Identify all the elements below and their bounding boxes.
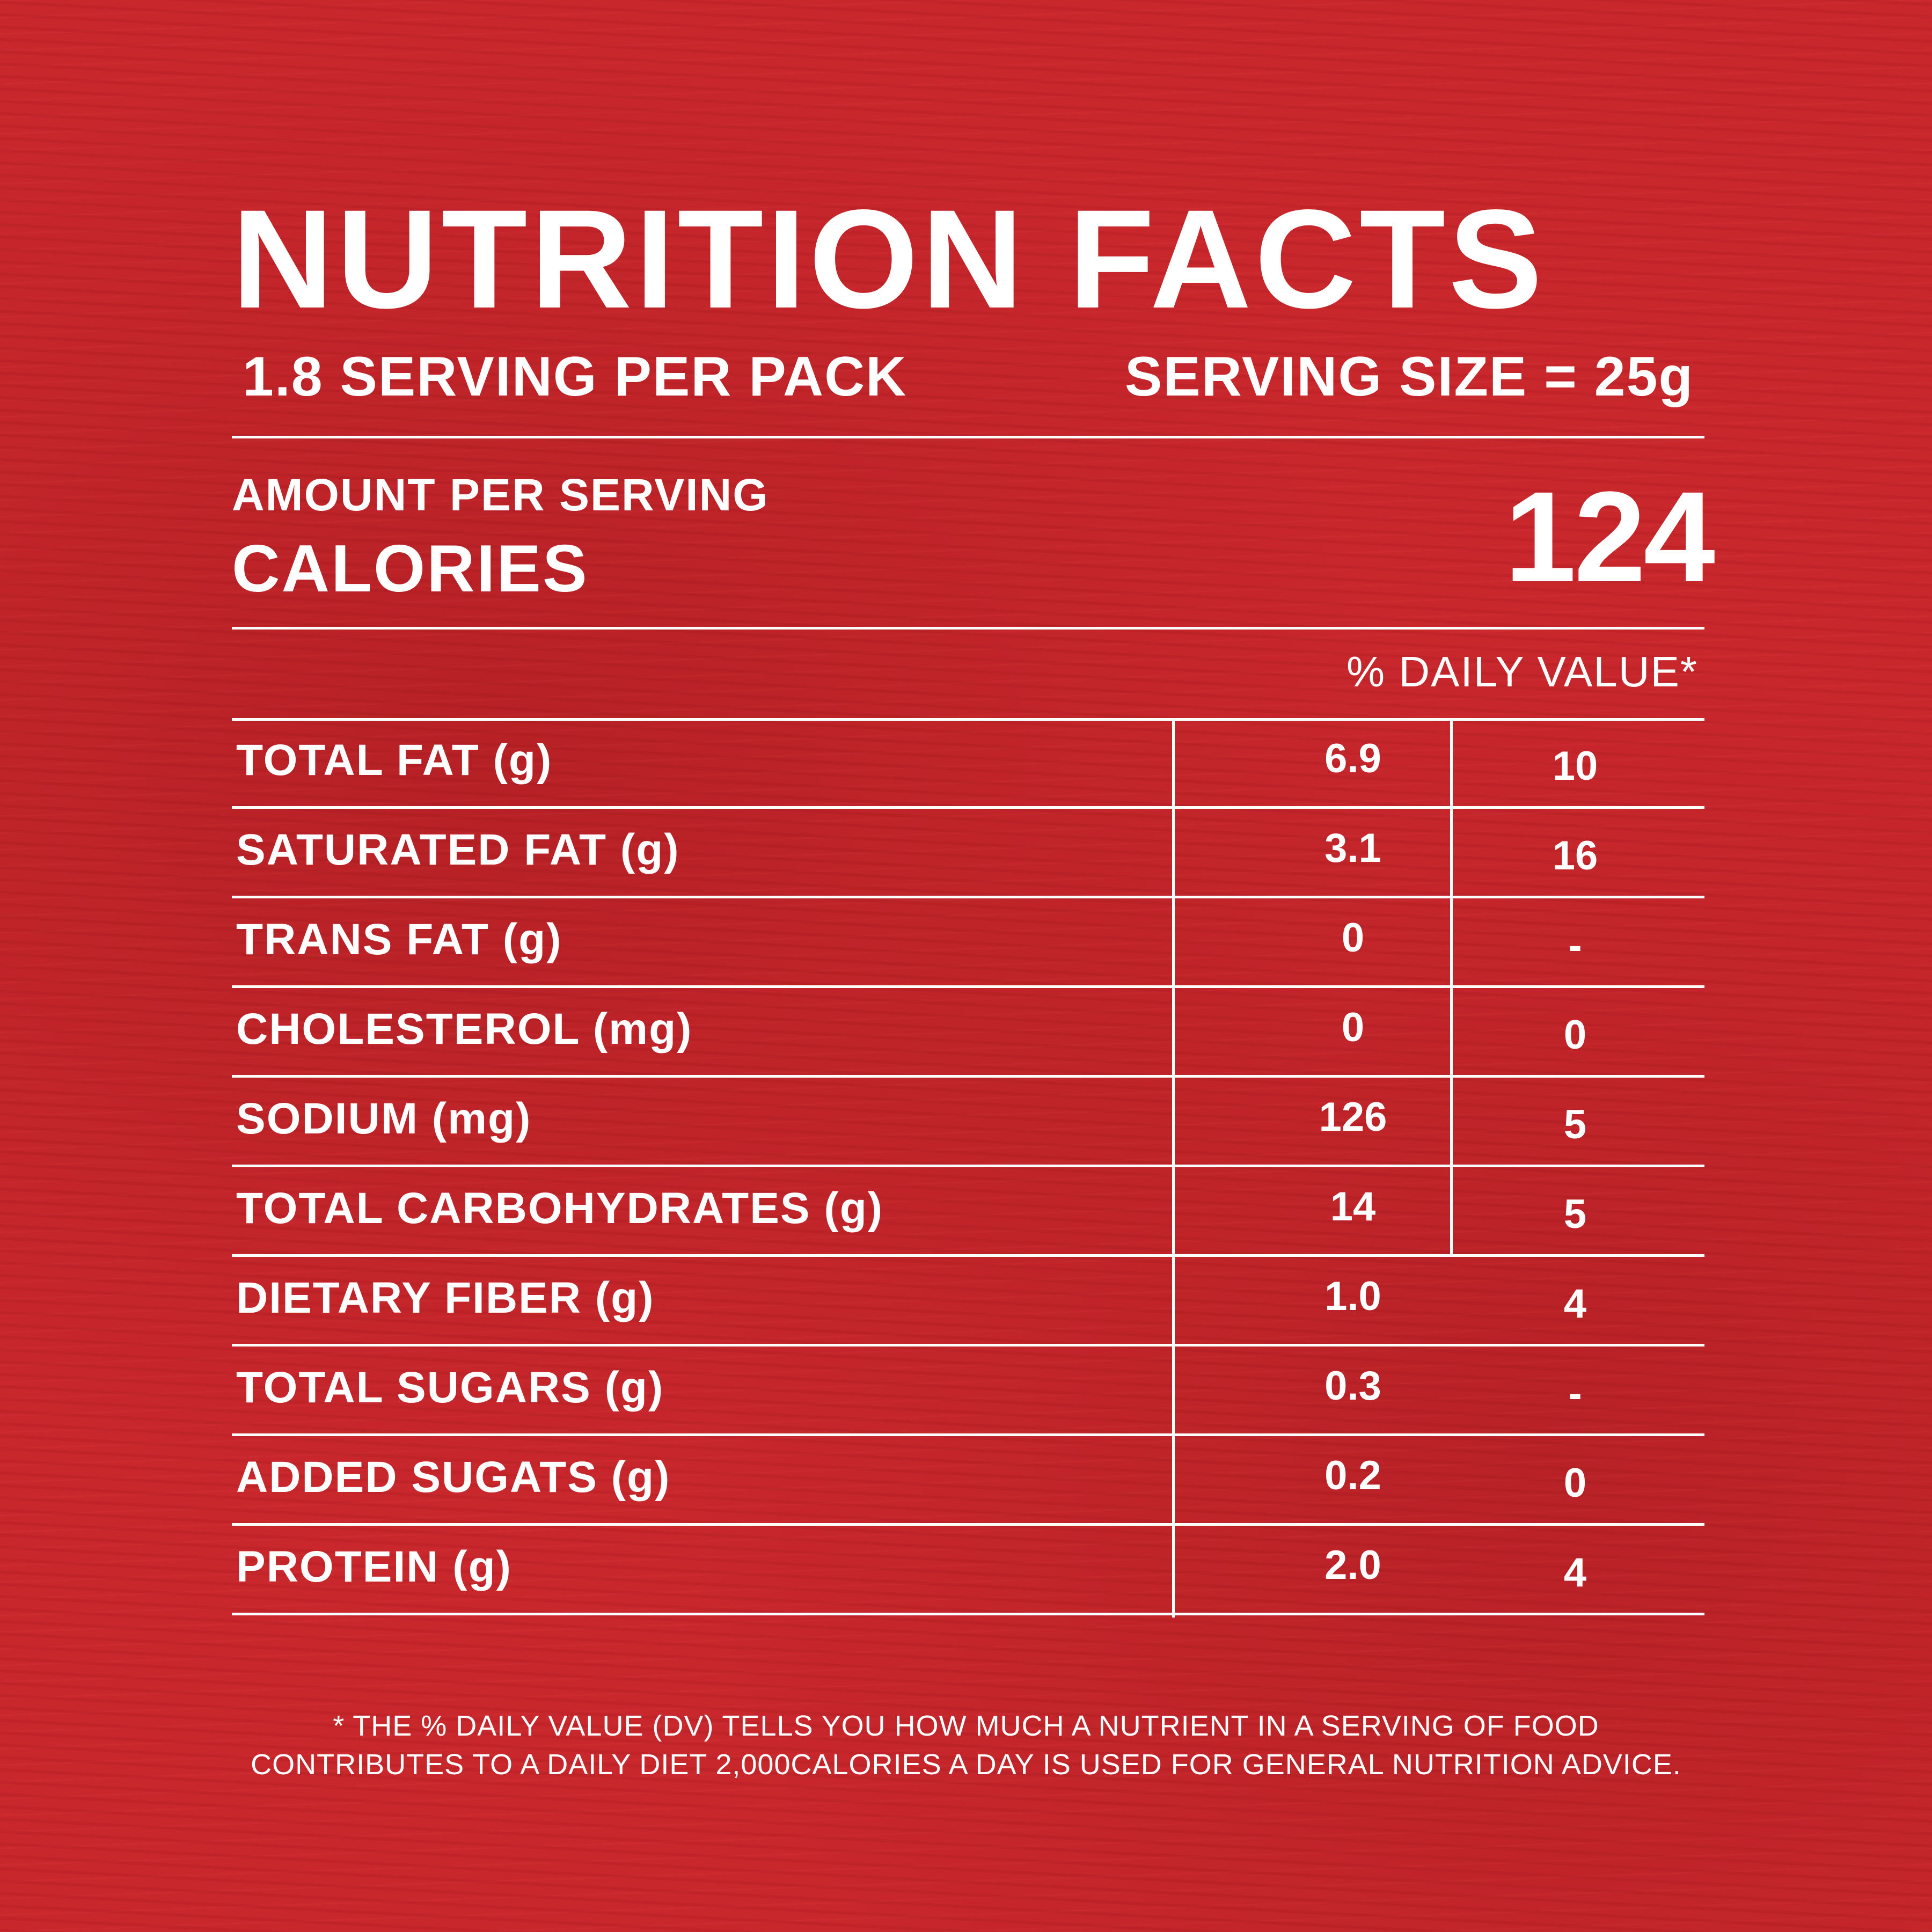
table-row: TRANS FAT (g) 0 - [0,897,1932,988]
nutrient-label: PROTEIN (g) [236,1542,512,1591]
row-divider [232,1075,1704,1078]
nutrient-daily-value: - [1568,1371,1582,1416]
table-row: PROTEIN (g) 2.0 4 [0,1525,1932,1615]
serving-size: SERVING SIZE = 25g [1124,346,1694,408]
amount-per-serving-label: AMOUNT PER SERVING [232,470,769,520]
nutrient-daily-value: 0 [1563,1460,1587,1506]
row-divider [232,806,1704,809]
row-divider [232,985,1704,988]
nutrient-daily-value: 4 [1563,1550,1587,1596]
table-row: TOTAL SUGARS (g) 0.3 - [0,1345,1932,1436]
divider-calories [232,627,1704,630]
nutrient-amount: 0.2 [1324,1453,1381,1498]
nutrient-label: CHOLESTEROL (mg) [236,1005,693,1053]
nutrient-label: SODIUM (mg) [236,1094,532,1143]
table-row: TOTAL FAT (g) 6.9 10 [0,718,1932,809]
nutrient-amount: 0 [1341,915,1365,961]
row-divider [232,1523,1704,1526]
row-divider [232,1613,1704,1615]
nutrient-amount: 1.0 [1324,1274,1381,1319]
calories-label: CALORIES [232,532,589,606]
nutrient-label: TOTAL FAT (g) [236,736,553,785]
row-divider [232,1433,1704,1436]
nutrient-label: ADDED SUGATS (g) [236,1453,671,1502]
nutrient-daily-value: 16 [1552,833,1598,879]
nutrient-amount: 0.3 [1324,1363,1381,1409]
row-divider [232,1165,1704,1167]
row-divider [232,1344,1704,1346]
divider-table-top [232,718,1704,721]
calories-value: 124 [1504,465,1715,609]
nutrient-amount: 0 [1341,1005,1365,1050]
nutrient-amount: 14 [1330,1184,1376,1230]
nutrient-daily-value: 4 [1563,1281,1587,1327]
nutrient-amount: 2.0 [1324,1542,1381,1588]
footnote: * THE % DAILY VALUE (DV) TELLS YOU HOW M… [0,1707,1932,1784]
nutrient-daily-value: 5 [1563,1102,1587,1147]
nutrient-daily-value: 5 [1563,1191,1587,1237]
table-row: DIETARY FIBER (g) 1.0 4 [0,1256,1932,1346]
table-row: SODIUM (mg) 126 5 [0,1077,1932,1167]
nutrient-amount: 3.1 [1324,825,1381,871]
nutrient-label: TRANS FAT (g) [236,915,562,964]
table-row: CHOLESTEROL (mg) 0 0 [0,987,1932,1078]
divider-top [232,436,1704,438]
nutrient-daily-value: 0 [1563,1012,1587,1058]
table-row: TOTAL CARBOHYDRATES (g) 14 5 [0,1166,1932,1257]
servings-per-pack: 1.8 SERVING PER PACK [243,346,908,408]
table-row: SATURATED FAT (g) 3.1 16 [0,808,1932,898]
row-divider [232,896,1704,898]
nutrient-daily-value: 10 [1552,743,1598,789]
row-divider [232,1254,1704,1257]
table-row: ADDED SUGATS (g) 0.2 0 [0,1435,1932,1526]
nutrient-label: SATURATED FAT (g) [236,825,680,874]
footnote-line-2: CONTRIBUTES TO A DAILY DIET 2,000CALORIE… [251,1748,1681,1781]
nutrient-label: TOTAL CARBOHYDRATES (g) [236,1184,884,1233]
nutrient-label: DIETARY FIBER (g) [236,1274,655,1322]
nutrient-amount: 6.9 [1324,736,1381,781]
nutrient-daily-value: - [1568,923,1582,968]
nutrient-amount: 126 [1319,1094,1387,1140]
daily-value-header: % DAILY VALUE* [1346,648,1698,696]
footnote-line-1: * THE % DAILY VALUE (DV) TELLS YOU HOW M… [333,1710,1599,1742]
nutrient-label: TOTAL SUGARS (g) [236,1363,664,1412]
column-divider-amount [1172,718,1175,1618]
page-title: NUTRITION FACTS [232,180,1546,338]
